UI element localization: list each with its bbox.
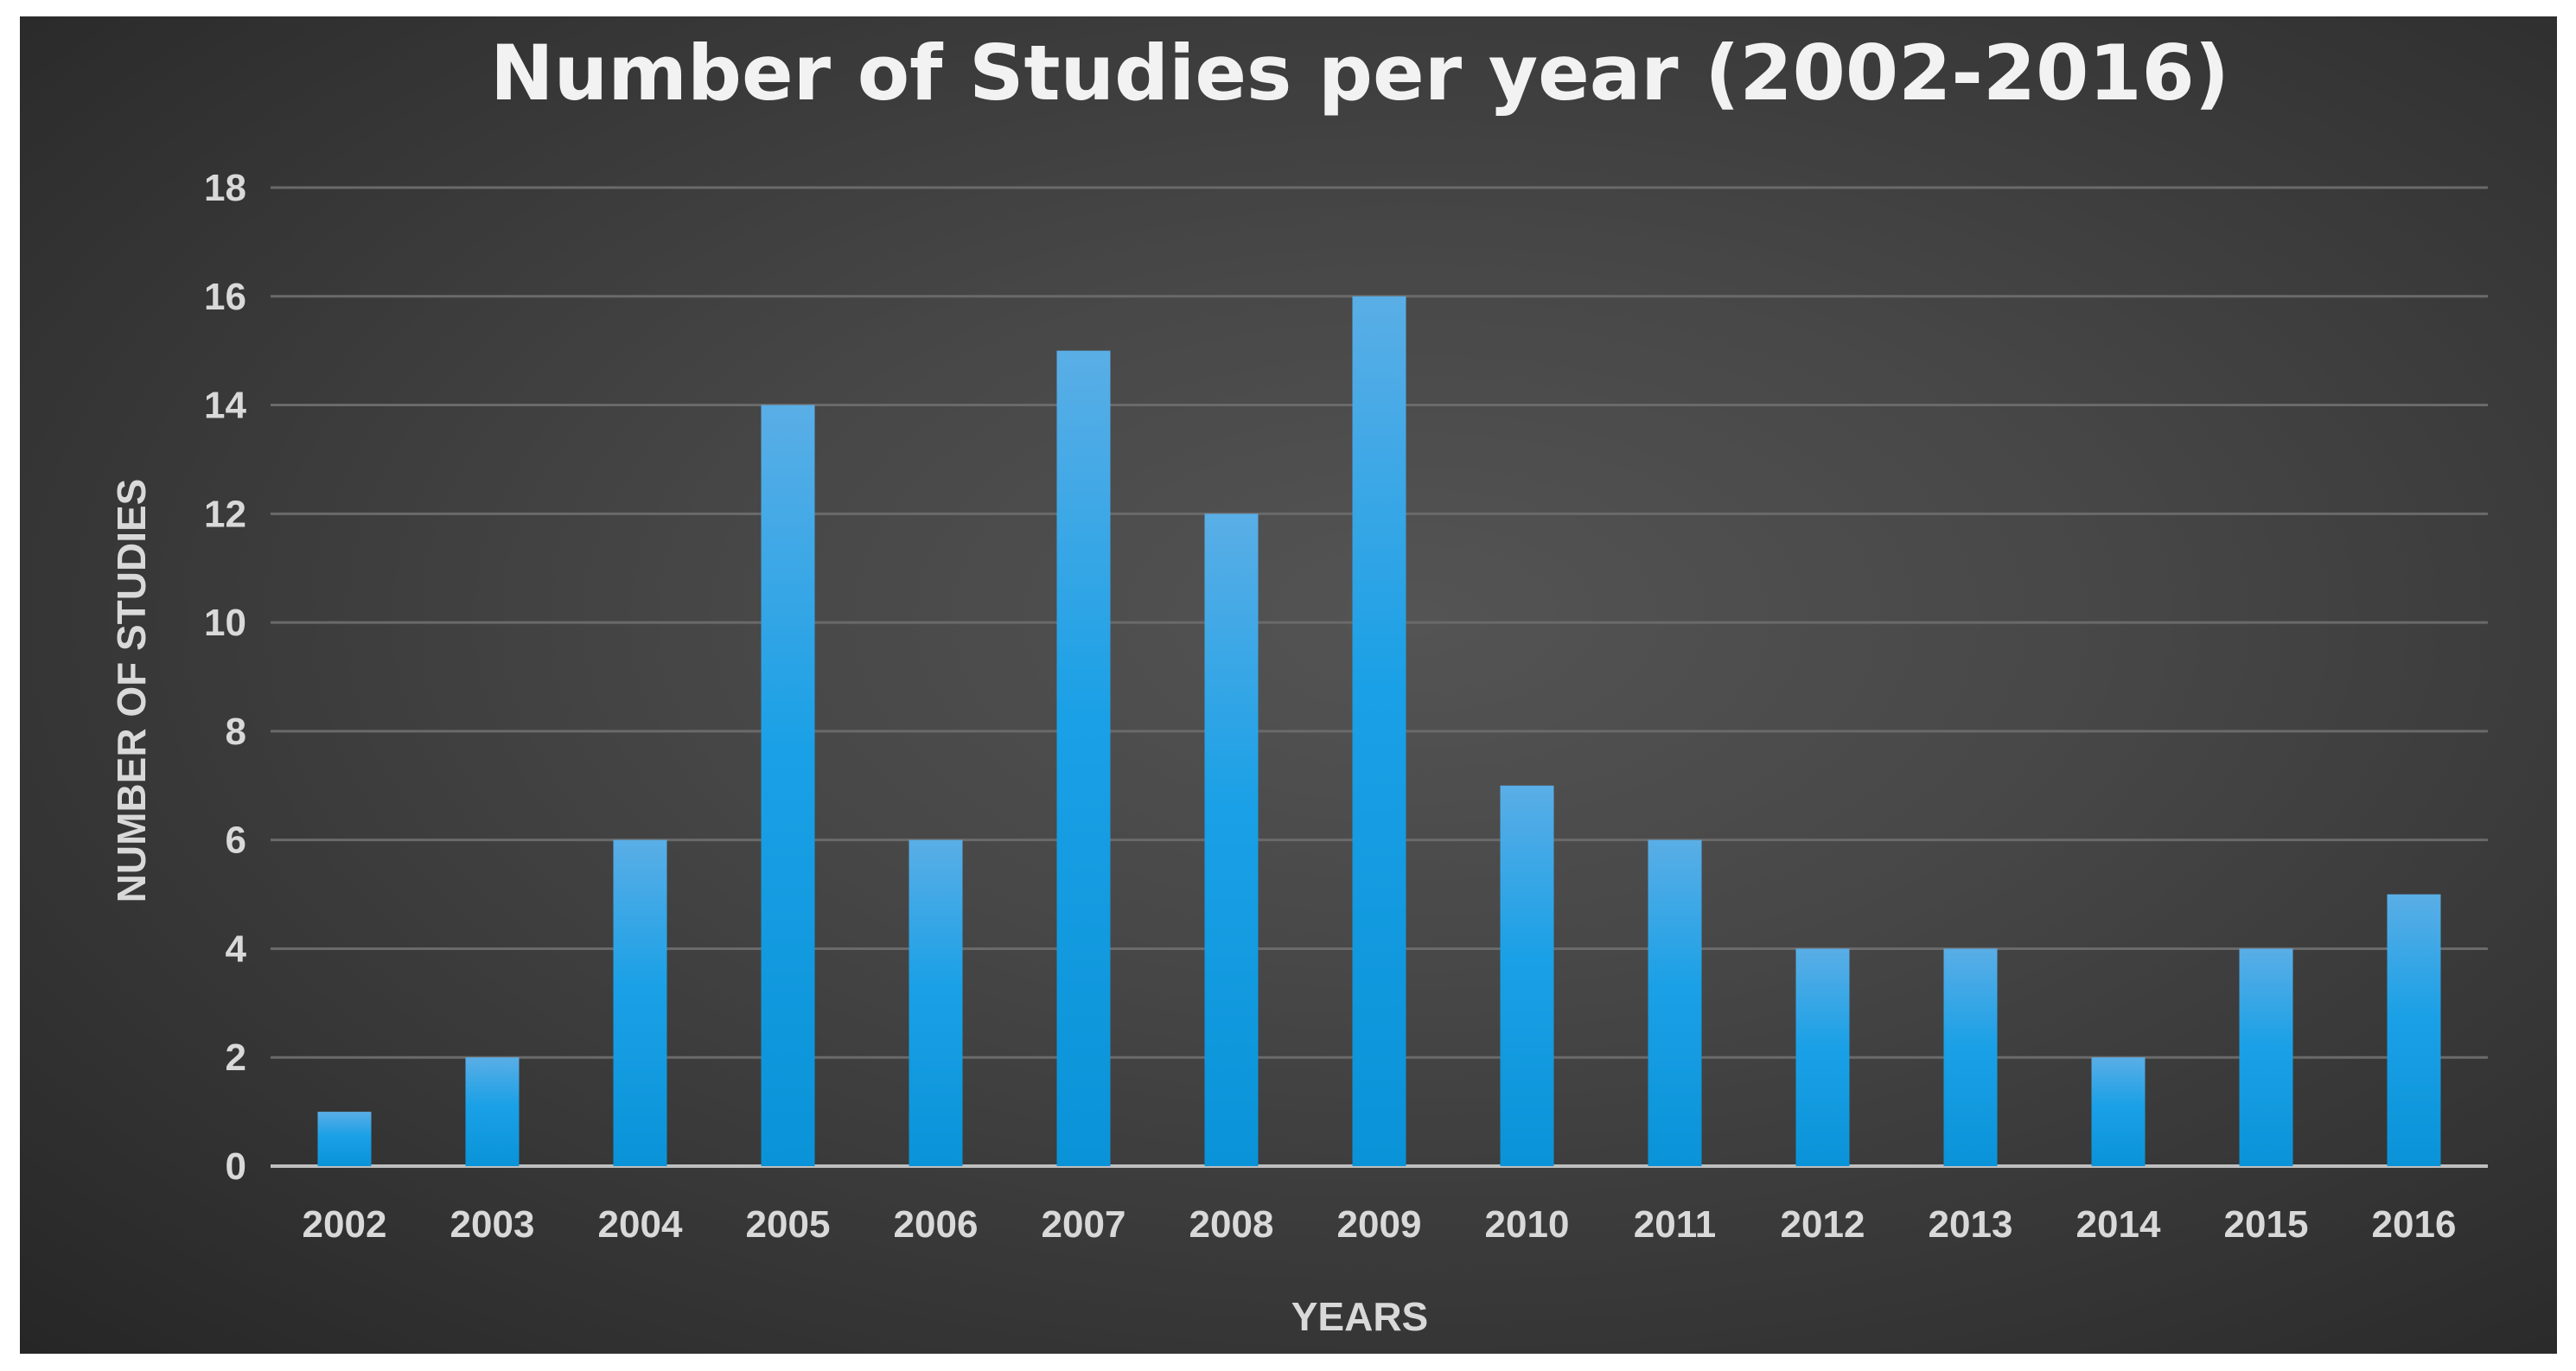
x-tick-label: 2016 xyxy=(2372,1203,2457,1246)
bar-2010 xyxy=(1500,785,1554,1166)
bar-2012 xyxy=(1795,948,1850,1166)
x-tick-label: 2012 xyxy=(1781,1203,1865,1246)
x-tick-label: 2015 xyxy=(2224,1203,2309,1246)
y-axis-label: NUMBER OF STUDIES xyxy=(109,479,154,903)
bar-2015 xyxy=(2239,948,2293,1166)
x-tick-label: 2013 xyxy=(1929,1203,2013,1246)
y-tick-label: 6 xyxy=(226,819,246,862)
bars xyxy=(317,296,2441,1167)
x-tick-label: 2007 xyxy=(1042,1203,1126,1246)
y-tick-label: 8 xyxy=(226,711,246,753)
x-tick-label: 2005 xyxy=(746,1203,831,1246)
y-tick-label: 10 xyxy=(204,602,246,644)
y-axis-ticks: 0 2 4 6 8 10 12 14 16 18 xyxy=(204,167,246,1188)
bar-2014 xyxy=(2091,1057,2146,1166)
y-tick-label: 0 xyxy=(226,1145,246,1188)
x-tick-label: 2014 xyxy=(2076,1203,2161,1246)
y-tick-label: 14 xyxy=(204,385,246,427)
bar-2007 xyxy=(1056,350,1111,1167)
x-axis-ticks: 2002 2003 2004 2005 2006 2007 2008 2009 2010 2011… xyxy=(303,1203,2457,1246)
bar-2016 xyxy=(2387,894,2441,1166)
x-axis-label: YEARS xyxy=(1291,1294,1428,1339)
bar-2006 xyxy=(909,839,963,1166)
chart-panel: Number of Studies per year (2002-2016) 0… xyxy=(20,16,2557,1354)
x-tick-label: 2002 xyxy=(303,1203,387,1246)
x-tick-label: 2004 xyxy=(598,1203,683,1246)
bar-2003 xyxy=(465,1057,520,1166)
bar-2013 xyxy=(1943,948,1998,1166)
bar-2009 xyxy=(1352,296,1406,1166)
x-tick-label: 2006 xyxy=(894,1203,979,1246)
bar-2002 xyxy=(317,1112,372,1166)
x-tick-label: 2011 xyxy=(1634,1203,1716,1246)
x-tick-label: 2008 xyxy=(1189,1203,1274,1246)
y-tick-label: 12 xyxy=(204,493,246,535)
bar-chart: Number of Studies per year (2002-2016) 0… xyxy=(109,29,2488,1339)
bar-2008 xyxy=(1204,513,1259,1166)
bar-2011 xyxy=(1648,839,1702,1166)
x-tick-label: 2003 xyxy=(450,1203,535,1246)
y-tick-label: 18 xyxy=(204,167,246,209)
y-tick-label: 4 xyxy=(226,928,247,970)
y-tick-label: 2 xyxy=(226,1036,246,1079)
bar-2005 xyxy=(761,405,815,1166)
y-tick-label: 16 xyxy=(204,276,246,318)
x-tick-label: 2009 xyxy=(1337,1203,1422,1246)
x-tick-label: 2010 xyxy=(1485,1203,1570,1246)
chart-title: Number of Studies per year (2002-2016) xyxy=(490,29,2229,118)
bar-2004 xyxy=(613,839,667,1166)
